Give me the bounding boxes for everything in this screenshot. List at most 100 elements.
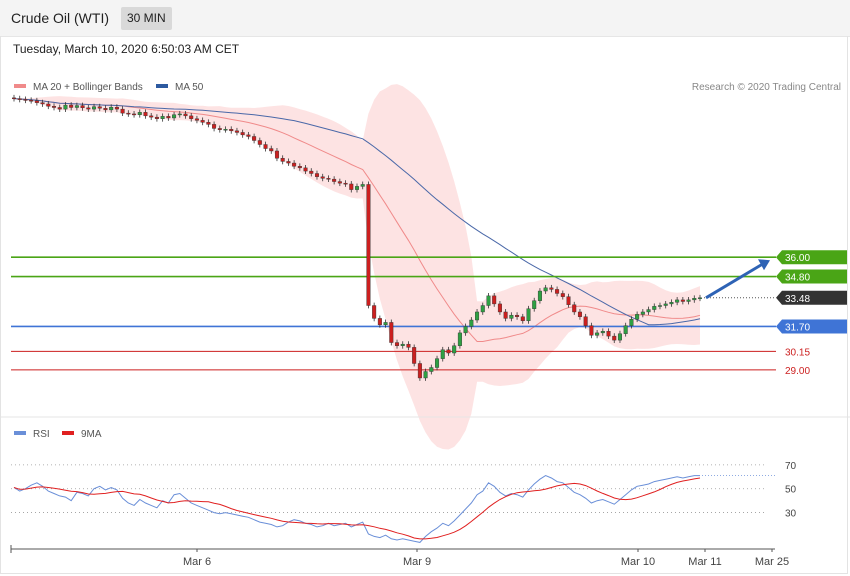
candle <box>429 364 434 375</box>
candle-body <box>114 106 119 110</box>
candle <box>160 113 165 122</box>
candle <box>577 309 582 320</box>
candle-body <box>663 303 668 306</box>
candle <box>589 322 594 339</box>
candle <box>280 155 285 165</box>
candle <box>263 141 268 152</box>
candle-body <box>606 331 611 337</box>
candle <box>412 344 417 367</box>
candle-body <box>583 316 588 326</box>
candle-body <box>149 115 154 118</box>
candle <box>52 103 57 111</box>
candle-body <box>23 99 28 101</box>
candle <box>520 313 525 324</box>
price-legend: MA 20 + Bollinger Bands MA 50 <box>14 82 204 93</box>
candle <box>657 302 662 310</box>
candle <box>337 178 342 187</box>
level-tag-bg <box>776 269 847 284</box>
candle <box>492 292 497 307</box>
candle-body <box>194 118 199 121</box>
x-tick-label: Mar 11 <box>688 556 721 568</box>
x-tick-label: Mar 6 <box>183 556 211 568</box>
candle <box>635 311 640 323</box>
candle <box>509 312 514 322</box>
candle-body <box>515 314 520 317</box>
legend-swatch <box>14 431 26 435</box>
candle-body <box>572 304 577 313</box>
levels: 36.00 34.80 33.48 31.70 30.15 29.00 <box>11 250 847 377</box>
candle-body <box>234 130 239 133</box>
candle <box>349 181 354 193</box>
candle <box>332 176 337 185</box>
level-tag-29.00: 29.00 <box>785 366 810 377</box>
candle-body <box>617 333 622 341</box>
candle-body <box>109 106 114 111</box>
rsi-level-label: 70 <box>785 461 797 472</box>
level-tag-33.48: 33.48 <box>785 294 810 305</box>
candle-body <box>332 178 337 182</box>
level-tag-36.00: 36.00 <box>785 253 810 264</box>
candle <box>194 115 199 124</box>
candle <box>229 126 234 134</box>
legend-swatch <box>62 431 74 435</box>
candle <box>692 295 697 303</box>
candle <box>686 296 691 305</box>
candle-body <box>475 311 480 321</box>
candle-body <box>229 129 234 132</box>
x-tick-label: Mar 25 <box>755 556 789 568</box>
rsi-level-label: 30 <box>785 509 797 520</box>
candle-body <box>360 184 365 187</box>
candle <box>463 323 468 336</box>
candle <box>629 316 634 329</box>
legend-swatch <box>156 84 168 88</box>
candle-body <box>314 173 319 177</box>
x-tick-label: Mar 10 <box>621 556 655 568</box>
candle <box>435 355 440 371</box>
legend-label: 9MA <box>81 429 102 440</box>
candle <box>623 322 628 337</box>
candle <box>92 103 97 112</box>
candle <box>274 148 279 162</box>
candle-body <box>669 302 674 305</box>
header-bar: Crude Oil (WTI) 30 MIN <box>0 0 850 37</box>
candle-body <box>166 116 171 119</box>
candle-body <box>274 150 279 159</box>
candle <box>166 113 171 121</box>
candle <box>423 368 428 381</box>
rsi-line <box>13 475 700 543</box>
timeframe-button[interactable]: 30 MIN <box>121 7 172 30</box>
candle <box>320 173 325 182</box>
candle-body <box>423 371 428 379</box>
candle <box>63 102 68 112</box>
candle-body <box>74 105 79 108</box>
candle <box>612 333 617 344</box>
candle-body <box>29 100 34 102</box>
candle-body <box>292 162 297 167</box>
candle <box>132 111 137 118</box>
candle-body <box>143 112 148 117</box>
candle <box>469 317 474 330</box>
candle-body <box>320 176 325 179</box>
candle-body <box>337 181 342 184</box>
candle-body <box>612 335 617 341</box>
candle <box>572 301 577 315</box>
level-tag-30.15: 30.15 <box>785 347 810 358</box>
candle-body <box>17 98 22 100</box>
candle <box>595 329 600 339</box>
candle <box>292 160 297 170</box>
candle <box>583 313 588 329</box>
candle-body <box>52 106 57 108</box>
candle <box>257 137 262 148</box>
candle <box>269 145 274 154</box>
candle-body <box>657 305 662 307</box>
candle-body <box>686 299 691 302</box>
legend-label: MA 20 + Bollinger Bands <box>33 82 143 93</box>
candle <box>646 306 651 315</box>
candle <box>29 97 34 104</box>
candle <box>606 328 611 340</box>
candle <box>234 127 239 136</box>
candle-body <box>40 102 45 105</box>
forecast-arrow-line <box>705 261 765 300</box>
candle <box>114 104 119 112</box>
candle-body <box>303 167 308 172</box>
